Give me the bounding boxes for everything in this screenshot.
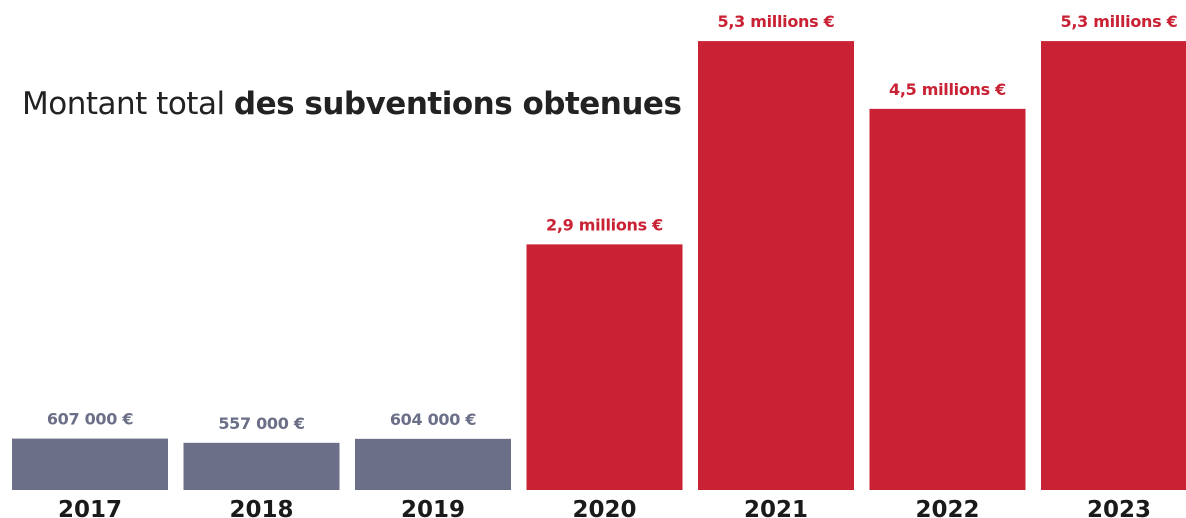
x-tick-label-2017: 2017 <box>58 497 122 518</box>
data-label-2020: 2,9 millions € <box>546 215 663 234</box>
bar-2023 <box>1041 41 1186 491</box>
bar-2022 <box>869 108 1026 490</box>
data-label-2019: 604 000 € <box>390 410 477 429</box>
x-tick-label-2019: 2019 <box>401 497 465 518</box>
bar-2018 <box>183 442 340 490</box>
data-label-2021: 5,3 millions € <box>718 12 835 31</box>
chart-title-bold: des subventions obtenues <box>233 86 682 122</box>
bar-2017 <box>12 438 168 490</box>
data-label-2023: 5,3 millions € <box>1061 12 1178 31</box>
x-tick-label-2023: 2023 <box>1087 497 1151 518</box>
data-label-2017: 607 000 € <box>47 410 134 429</box>
x-tick-label-2022: 2022 <box>915 497 979 518</box>
x-tick-label-2020: 2020 <box>572 497 636 518</box>
data-label-2022: 4,5 millions € <box>889 80 1006 99</box>
bar-2021 <box>698 41 854 491</box>
chart-title-light: Montant total <box>22 86 234 122</box>
bar-2019 <box>355 438 511 490</box>
x-tick-label-2021: 2021 <box>744 497 808 518</box>
chart-title: Montant total des subventions obtenues <box>22 86 682 122</box>
bar-2020 <box>526 244 683 490</box>
data-label-2018: 557 000 € <box>218 414 305 433</box>
x-tick-label-2018: 2018 <box>229 497 293 518</box>
